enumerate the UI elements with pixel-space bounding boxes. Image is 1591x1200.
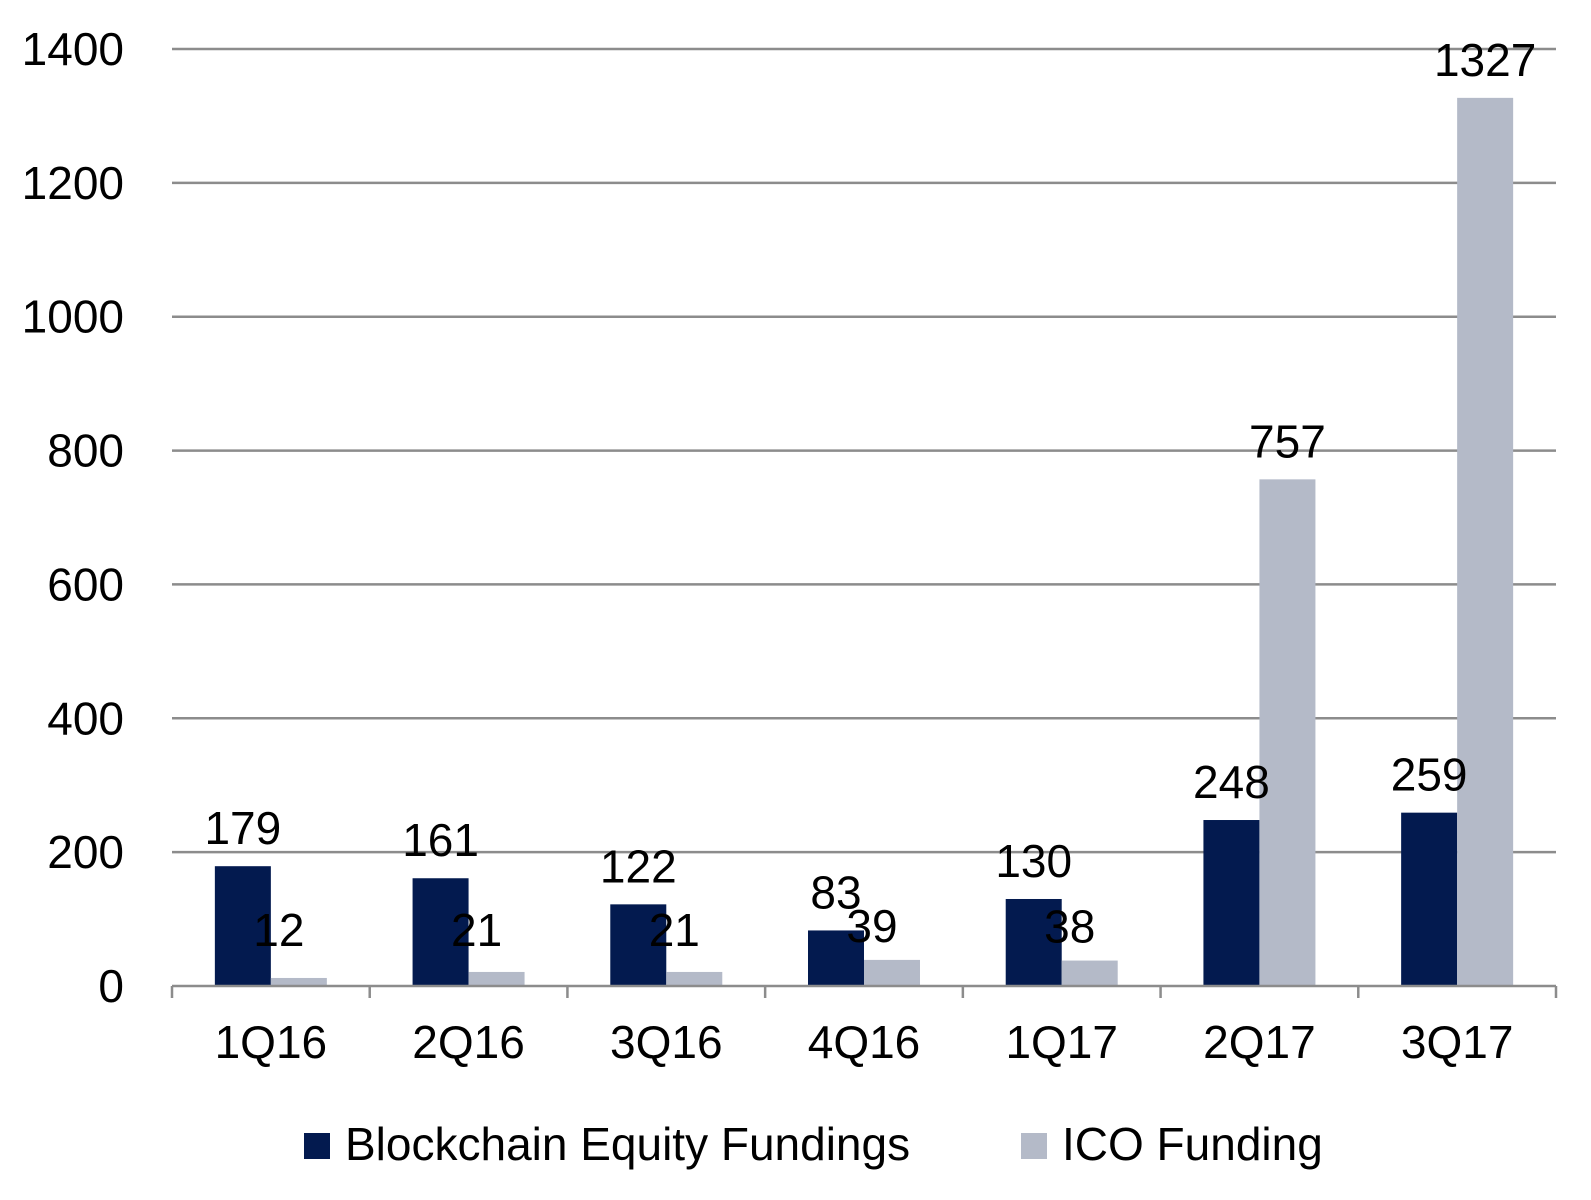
- data-label: 130: [995, 835, 1072, 887]
- y-axis-tick-labels: 0 200 400 600 800 1000 1200 1400: [22, 23, 124, 1012]
- bar-ico-1Q17: [1061, 960, 1118, 986]
- gridlines: [172, 47, 1556, 854]
- x-axis: 1Q16 2Q16 3Q16 4Q16 1Q17 2Q17 3Q17: [170, 984, 1558, 1068]
- legend-label: Blockchain Equity Fundings: [345, 1118, 910, 1170]
- legend: Blockchain Equity Fundings ICO Funding: [304, 1118, 1323, 1170]
- y-tick-label: 200: [47, 826, 124, 878]
- bar-ico-2Q16: [468, 971, 525, 986]
- y-tick-label: 1200: [22, 157, 124, 209]
- bar-ico-3Q17: [1457, 97, 1514, 987]
- bar-equity-1Q17: [1005, 898, 1062, 986]
- data-label: 83: [810, 866, 861, 918]
- x-tick-label: 2Q16: [412, 1016, 525, 1068]
- legend-swatch-equity: [304, 1133, 330, 1159]
- y-tick-label: 0: [98, 960, 124, 1012]
- x-tick-label: 4Q16: [808, 1016, 921, 1068]
- bar-equity-2Q16: [412, 878, 469, 986]
- y-tick-label: 600: [47, 558, 124, 610]
- bar-ico-3Q16: [666, 971, 723, 986]
- y-tick-label: 800: [47, 425, 124, 477]
- y-tick-label: 1000: [22, 291, 124, 343]
- data-label: 259: [1391, 749, 1468, 801]
- data-label: 757: [1249, 415, 1326, 467]
- data-label: 38: [1044, 901, 1095, 953]
- legend-swatch-ico: [1021, 1133, 1047, 1159]
- bar-ico-4Q16: [864, 959, 920, 986]
- data-label: 1327: [1434, 34, 1536, 86]
- data-label: 179: [204, 802, 281, 854]
- bar-equity-3Q17: [1401, 812, 1458, 986]
- x-tick-label: 3Q16: [610, 1016, 723, 1068]
- data-label: 161: [402, 814, 479, 866]
- x-tick-label: 3Q17: [1401, 1016, 1514, 1068]
- data-label: 21: [649, 904, 700, 956]
- y-tick-label: 400: [47, 692, 124, 744]
- bars: [214, 97, 1514, 987]
- legend-label: ICO Funding: [1062, 1118, 1323, 1170]
- x-tick-label: 1Q17: [1005, 1016, 1118, 1068]
- bar-ico-1Q16: [270, 977, 327, 986]
- bar-equity-1Q16: [214, 866, 271, 986]
- bar-ico-2Q17: [1259, 479, 1316, 986]
- bar-equity-2Q17: [1203, 820, 1260, 986]
- data-label: 12: [253, 904, 304, 956]
- bar-equity-3Q16: [610, 904, 667, 986]
- bar-equity-4Q16: [808, 930, 864, 986]
- data-label: 248: [1193, 756, 1270, 808]
- y-tick-label: 1400: [22, 23, 124, 75]
- data-label: 21: [451, 904, 502, 956]
- x-tick-label: 1Q16: [215, 1016, 328, 1068]
- data-label: 122: [600, 840, 677, 892]
- x-tick-label: 2Q17: [1203, 1016, 1316, 1068]
- data-label: 39: [846, 900, 897, 952]
